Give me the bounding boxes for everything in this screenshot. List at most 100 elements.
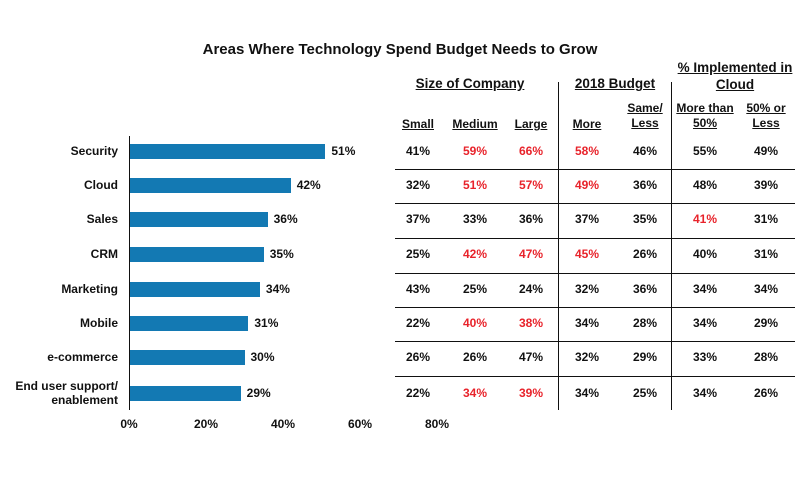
bar-value-label-crm: 35% [269,247,294,261]
table-cell: 26% [462,350,488,364]
table-cell: 34% [692,316,718,330]
table-cell: 49% [574,178,600,192]
bar-crm [129,247,264,262]
table-cell: 25% [632,386,658,400]
bar-value-label-e-commerce: 30% [250,350,275,364]
bar-cloud [129,178,291,193]
bar-end-user-support-enablement [129,386,241,401]
table-cell: 33% [692,350,718,364]
table-cell: 58% [574,144,600,158]
table-cell: 37% [405,212,431,226]
table-cell: 32% [574,350,600,364]
row-separator [395,203,795,204]
table-cell: 39% [518,386,544,400]
bar-security [129,144,326,159]
table-cell: 22% [405,316,431,330]
table-cell: 32% [574,282,600,296]
category-label-crm: CRM [90,247,118,261]
category-label-security: Security [70,144,118,158]
table-cell: 47% [518,350,544,364]
row-separator [395,273,795,274]
table-cell: 40% [462,316,488,330]
table-cell: 33% [462,212,488,226]
row-separator [395,169,795,170]
bar-marketing [129,282,260,297]
x-tick-label: 0% [120,417,138,431]
table-cell: 49% [753,144,779,158]
table-cell: 37% [574,212,600,226]
column-header-50-or-less: 50% or Less [746,101,786,130]
table-cell: 34% [574,386,600,400]
bar-value-label-cloud: 42% [296,178,321,192]
group-header-2018-budget: 2018 Budget [574,76,656,91]
row-separator [395,341,795,342]
table-cell: 25% [405,247,431,261]
bar-mobile [129,316,249,331]
x-tick-label: 60% [347,417,373,431]
column-header-more-than-50: More than 50% [676,101,734,130]
column-header-small: Small [401,117,434,131]
table-cell: 38% [518,316,544,330]
table-cell: 32% [405,178,431,192]
bar-value-label-sales: 36% [273,212,298,226]
table-cell: 26% [405,350,431,364]
table-cell: 36% [632,178,658,192]
table-cell: 34% [462,386,488,400]
table-cell: 66% [518,144,544,158]
column-header-large: Large [514,117,548,131]
column-header-more: More [572,117,602,131]
table-cell: 39% [753,178,779,192]
row-separator [395,376,795,377]
table-cell: 34% [692,386,718,400]
table-cell: 24% [518,282,544,296]
table-cell: 22% [405,386,431,400]
column-header-medium: Medium [452,117,498,131]
x-tick-label: 40% [270,417,296,431]
bar-value-label-marketing: 34% [265,282,290,296]
x-tick-label: 80% [424,417,450,431]
table-cell: 26% [753,386,779,400]
table-cell: 41% [692,212,718,226]
table-cell: 57% [518,178,544,192]
table-cell: 34% [753,282,779,296]
table-cell: 29% [753,316,779,330]
chart-title: Areas Where Technology Spend Budget Need… [202,41,598,58]
bar-value-label-mobile: 31% [254,316,279,330]
table-cell: 25% [462,282,488,296]
table-cell: 34% [692,282,718,296]
category-label-sales: Sales [86,212,118,226]
column-header-same-less: Same/ Less [627,101,663,130]
table-cell: 46% [632,144,658,158]
category-label-e-commerce: e-commerce [47,350,118,364]
table-cell: 40% [692,247,718,261]
table-cell: 36% [632,282,658,296]
table-cell: 28% [753,350,779,364]
table-cell: 28% [632,316,658,330]
table-cell: 59% [462,144,488,158]
table-cell: 55% [692,144,718,158]
table-cell: 43% [405,282,431,296]
group-header-size-of-company: Size of Company [415,76,525,91]
bar-sales [129,212,268,227]
y-axis-line [129,136,130,410]
table-cell: 45% [574,247,600,261]
bar-value-label-end-user-support-enablement: 29% [246,386,271,400]
category-label-end-user-support-enablement: End user support/enablement [15,379,118,407]
bar-value-label-security: 51% [331,144,356,158]
table-cell: 42% [462,247,488,261]
table-cell: 36% [518,212,544,226]
table-cell: 35% [632,212,658,226]
table-cell: 47% [518,247,544,261]
table-cell: 31% [753,212,779,226]
table-cell: 26% [632,247,658,261]
divider-size-budget [558,82,559,410]
table-cell: 29% [632,350,658,364]
category-label-cloud: Cloud [84,178,118,192]
bar-e-commerce [129,350,245,365]
table-cell: 41% [405,144,431,158]
category-label-marketing: Marketing [61,282,118,296]
group-header-implemented-in-cloud: % Implemented in Cloud [677,60,793,92]
divider-budget-cloud [671,82,672,410]
category-label-mobile: Mobile [80,316,118,330]
